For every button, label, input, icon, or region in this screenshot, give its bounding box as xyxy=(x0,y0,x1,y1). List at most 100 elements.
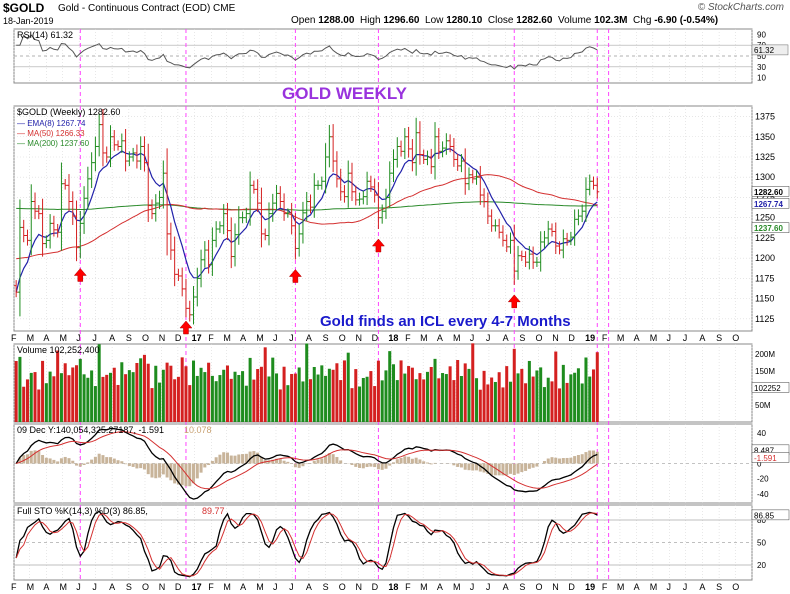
macd-hist-bar xyxy=(207,463,211,466)
rsi-line xyxy=(16,34,598,70)
x-tick-label: M xyxy=(256,333,264,343)
macd-hist-bar xyxy=(293,463,297,468)
macd-hist-bar xyxy=(22,455,26,464)
macd-hist-bar xyxy=(452,463,456,466)
volume-bar xyxy=(320,365,324,422)
cycle-low-arrow xyxy=(288,269,302,283)
candle xyxy=(289,203,294,235)
candle xyxy=(206,239,211,274)
x-tick-label: A xyxy=(43,333,49,343)
candle xyxy=(550,223,555,237)
candle xyxy=(346,160,351,208)
sto-badge xyxy=(751,509,790,521)
volume-bar xyxy=(327,368,331,422)
macd-hist-bar xyxy=(312,460,316,464)
candle xyxy=(583,177,588,222)
volume-bar xyxy=(161,369,165,422)
volume-bar xyxy=(195,375,199,422)
volume-bar xyxy=(358,386,362,422)
x-tick-label: A xyxy=(240,333,246,343)
volume-bar xyxy=(131,372,135,422)
volume-bar xyxy=(71,367,75,422)
macd-hist-bar xyxy=(486,463,490,474)
volume-bar xyxy=(437,378,441,422)
macd-hist-bar xyxy=(520,463,524,473)
candle xyxy=(225,202,230,241)
macd-hist-bar xyxy=(150,463,154,478)
x-tick-label: J xyxy=(76,582,81,592)
volume-bar xyxy=(52,376,56,422)
volume-bar xyxy=(225,365,229,422)
x-tick-label: A xyxy=(437,333,443,343)
macd-hist-bar xyxy=(90,459,94,464)
macd-hist-bar xyxy=(320,458,324,464)
price-panel xyxy=(13,105,753,332)
volume-bar xyxy=(399,360,403,422)
macd-hist-bar xyxy=(327,453,331,464)
macd-hist-bar xyxy=(546,458,550,464)
macd-hist-bar xyxy=(188,463,192,487)
price-tick-label: 1300 xyxy=(755,172,775,182)
x-tick-label: A xyxy=(437,582,443,592)
macd-badge-label: 8.487 xyxy=(754,446,775,455)
volume-bar xyxy=(361,377,365,422)
volume-bar xyxy=(576,368,580,422)
x-tick-label: A xyxy=(109,333,115,343)
candle xyxy=(187,300,192,322)
candle xyxy=(331,124,336,173)
macd-hist-bar xyxy=(67,458,71,464)
price-tick-label: 1125 xyxy=(755,314,774,324)
volume-bar xyxy=(188,385,192,422)
price-tick-label: 1325 xyxy=(755,152,775,162)
candle xyxy=(406,126,411,158)
candle xyxy=(168,222,173,260)
rsi-tick-label: 10 xyxy=(757,74,766,83)
volume-bars-group xyxy=(14,343,599,422)
macd-hist-bar xyxy=(459,463,463,468)
candle xyxy=(157,190,162,210)
volume-bar xyxy=(237,374,241,422)
volume-bar xyxy=(158,382,162,422)
price-tick-label: 1200 xyxy=(755,253,775,263)
x-tick-label: A xyxy=(634,582,640,592)
volume-bar xyxy=(271,357,275,422)
x-tick-label: O xyxy=(339,582,346,592)
macd-hist-bar xyxy=(142,463,146,470)
icl-annotation: Gold finds an ICL every 4-7 Months xyxy=(320,313,571,330)
price-legend-group: $GOLD (Weekly) 1282.60— EMA(8) 1267.74— … xyxy=(17,107,120,148)
candle xyxy=(417,121,422,165)
x-tick-label: N xyxy=(355,582,362,592)
candle xyxy=(183,278,188,318)
candle xyxy=(233,223,238,267)
candle xyxy=(399,140,404,157)
candle xyxy=(202,241,207,268)
candle xyxy=(512,224,517,285)
candle xyxy=(410,139,415,172)
candle xyxy=(497,218,502,239)
macd-hist-bar xyxy=(380,463,384,470)
macd-hist-bar xyxy=(422,461,426,464)
macd-hist-bar xyxy=(225,452,229,464)
high-value: 1296.60 xyxy=(383,15,420,26)
volume-bar xyxy=(376,360,380,422)
volume-bar xyxy=(56,350,60,422)
volume-bar xyxy=(324,375,328,422)
x-tick-label: M xyxy=(453,333,461,343)
candle xyxy=(17,199,22,317)
x-tick-label: F xyxy=(602,333,608,343)
volume-bar xyxy=(37,389,41,422)
macd-hist-bar xyxy=(558,458,562,464)
candle xyxy=(357,192,362,206)
volume-bar xyxy=(120,362,124,422)
candle xyxy=(380,204,385,224)
ohlc-readout: Open 1288.00 High 1296.60 Low 1280.10 Cl… xyxy=(291,15,718,26)
volume-bar xyxy=(429,366,433,422)
x-tick-label: M xyxy=(650,333,658,343)
macd-hist-bar xyxy=(395,459,399,464)
price-tick-label: 1275 xyxy=(755,192,775,202)
macd-hist-bar xyxy=(75,463,79,466)
macd-hist-bar xyxy=(584,452,588,464)
macd-hist-bar xyxy=(361,463,365,469)
macd-hist-bar xyxy=(237,454,241,464)
volume-bar xyxy=(392,364,396,422)
